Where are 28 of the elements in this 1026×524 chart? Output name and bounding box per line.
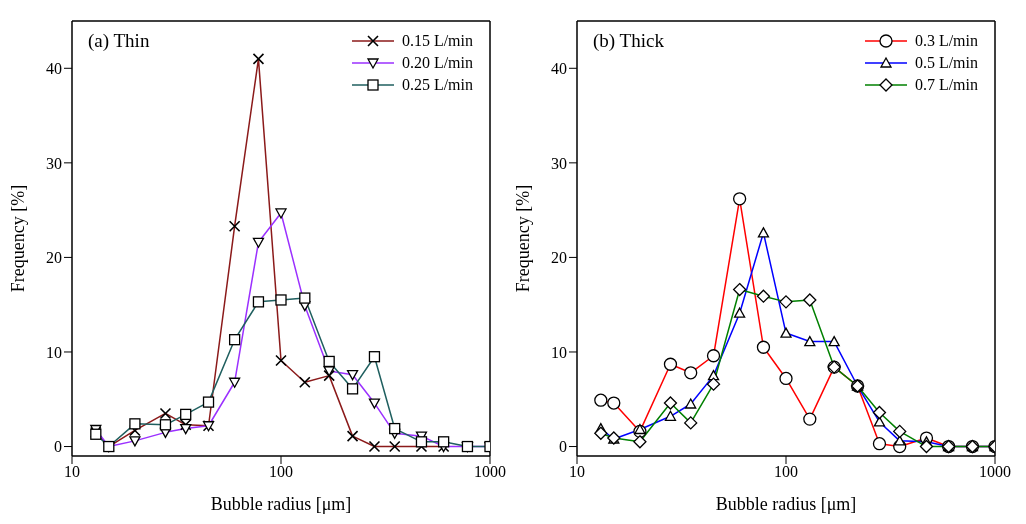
legend-label: 0.3 L/min (914, 32, 978, 50)
x-tick-label: 10 (64, 463, 80, 481)
y-tick-label: 10 (551, 343, 567, 361)
legend-label: 0.5 L/min (914, 54, 978, 72)
y-tick-label: 0 (559, 438, 567, 456)
text: (b) Thick (593, 30, 664, 52)
x-tick-label: 100 (269, 463, 293, 481)
legend-label: 0.15 L/min (401, 32, 473, 50)
x-tick-label: 100 (774, 463, 798, 481)
y-tick-label: 40 (551, 59, 567, 77)
y-axis-title: Frequency [%] (8, 184, 29, 293)
y-tick-label: 20 (46, 249, 62, 267)
y-axis-title: Frequency [%] (513, 184, 534, 293)
x-axis-title: Bubble radius [μm] (210, 494, 352, 514)
x-tick-label: 1000 (979, 463, 1011, 481)
x-tick-label: 1000 (474, 463, 506, 481)
legend-label: 0.7 L/min (914, 76, 978, 94)
x-tick-label: 10 (569, 463, 585, 481)
y-tick-label: 20 (551, 249, 567, 267)
y-tick-label: 0 (54, 438, 62, 456)
y-tick-label: 40 (46, 59, 62, 77)
legend-label: 0.20 L/min (401, 54, 473, 72)
text: (a) Thin (88, 30, 150, 52)
y-tick-label: 10 (46, 343, 62, 361)
legend-label: 0.25 L/min (401, 76, 473, 94)
y-tick-label: 30 (46, 154, 62, 172)
y-tick-label: 30 (551, 154, 567, 172)
x-axis-title: Bubble radius [μm] (715, 494, 857, 514)
